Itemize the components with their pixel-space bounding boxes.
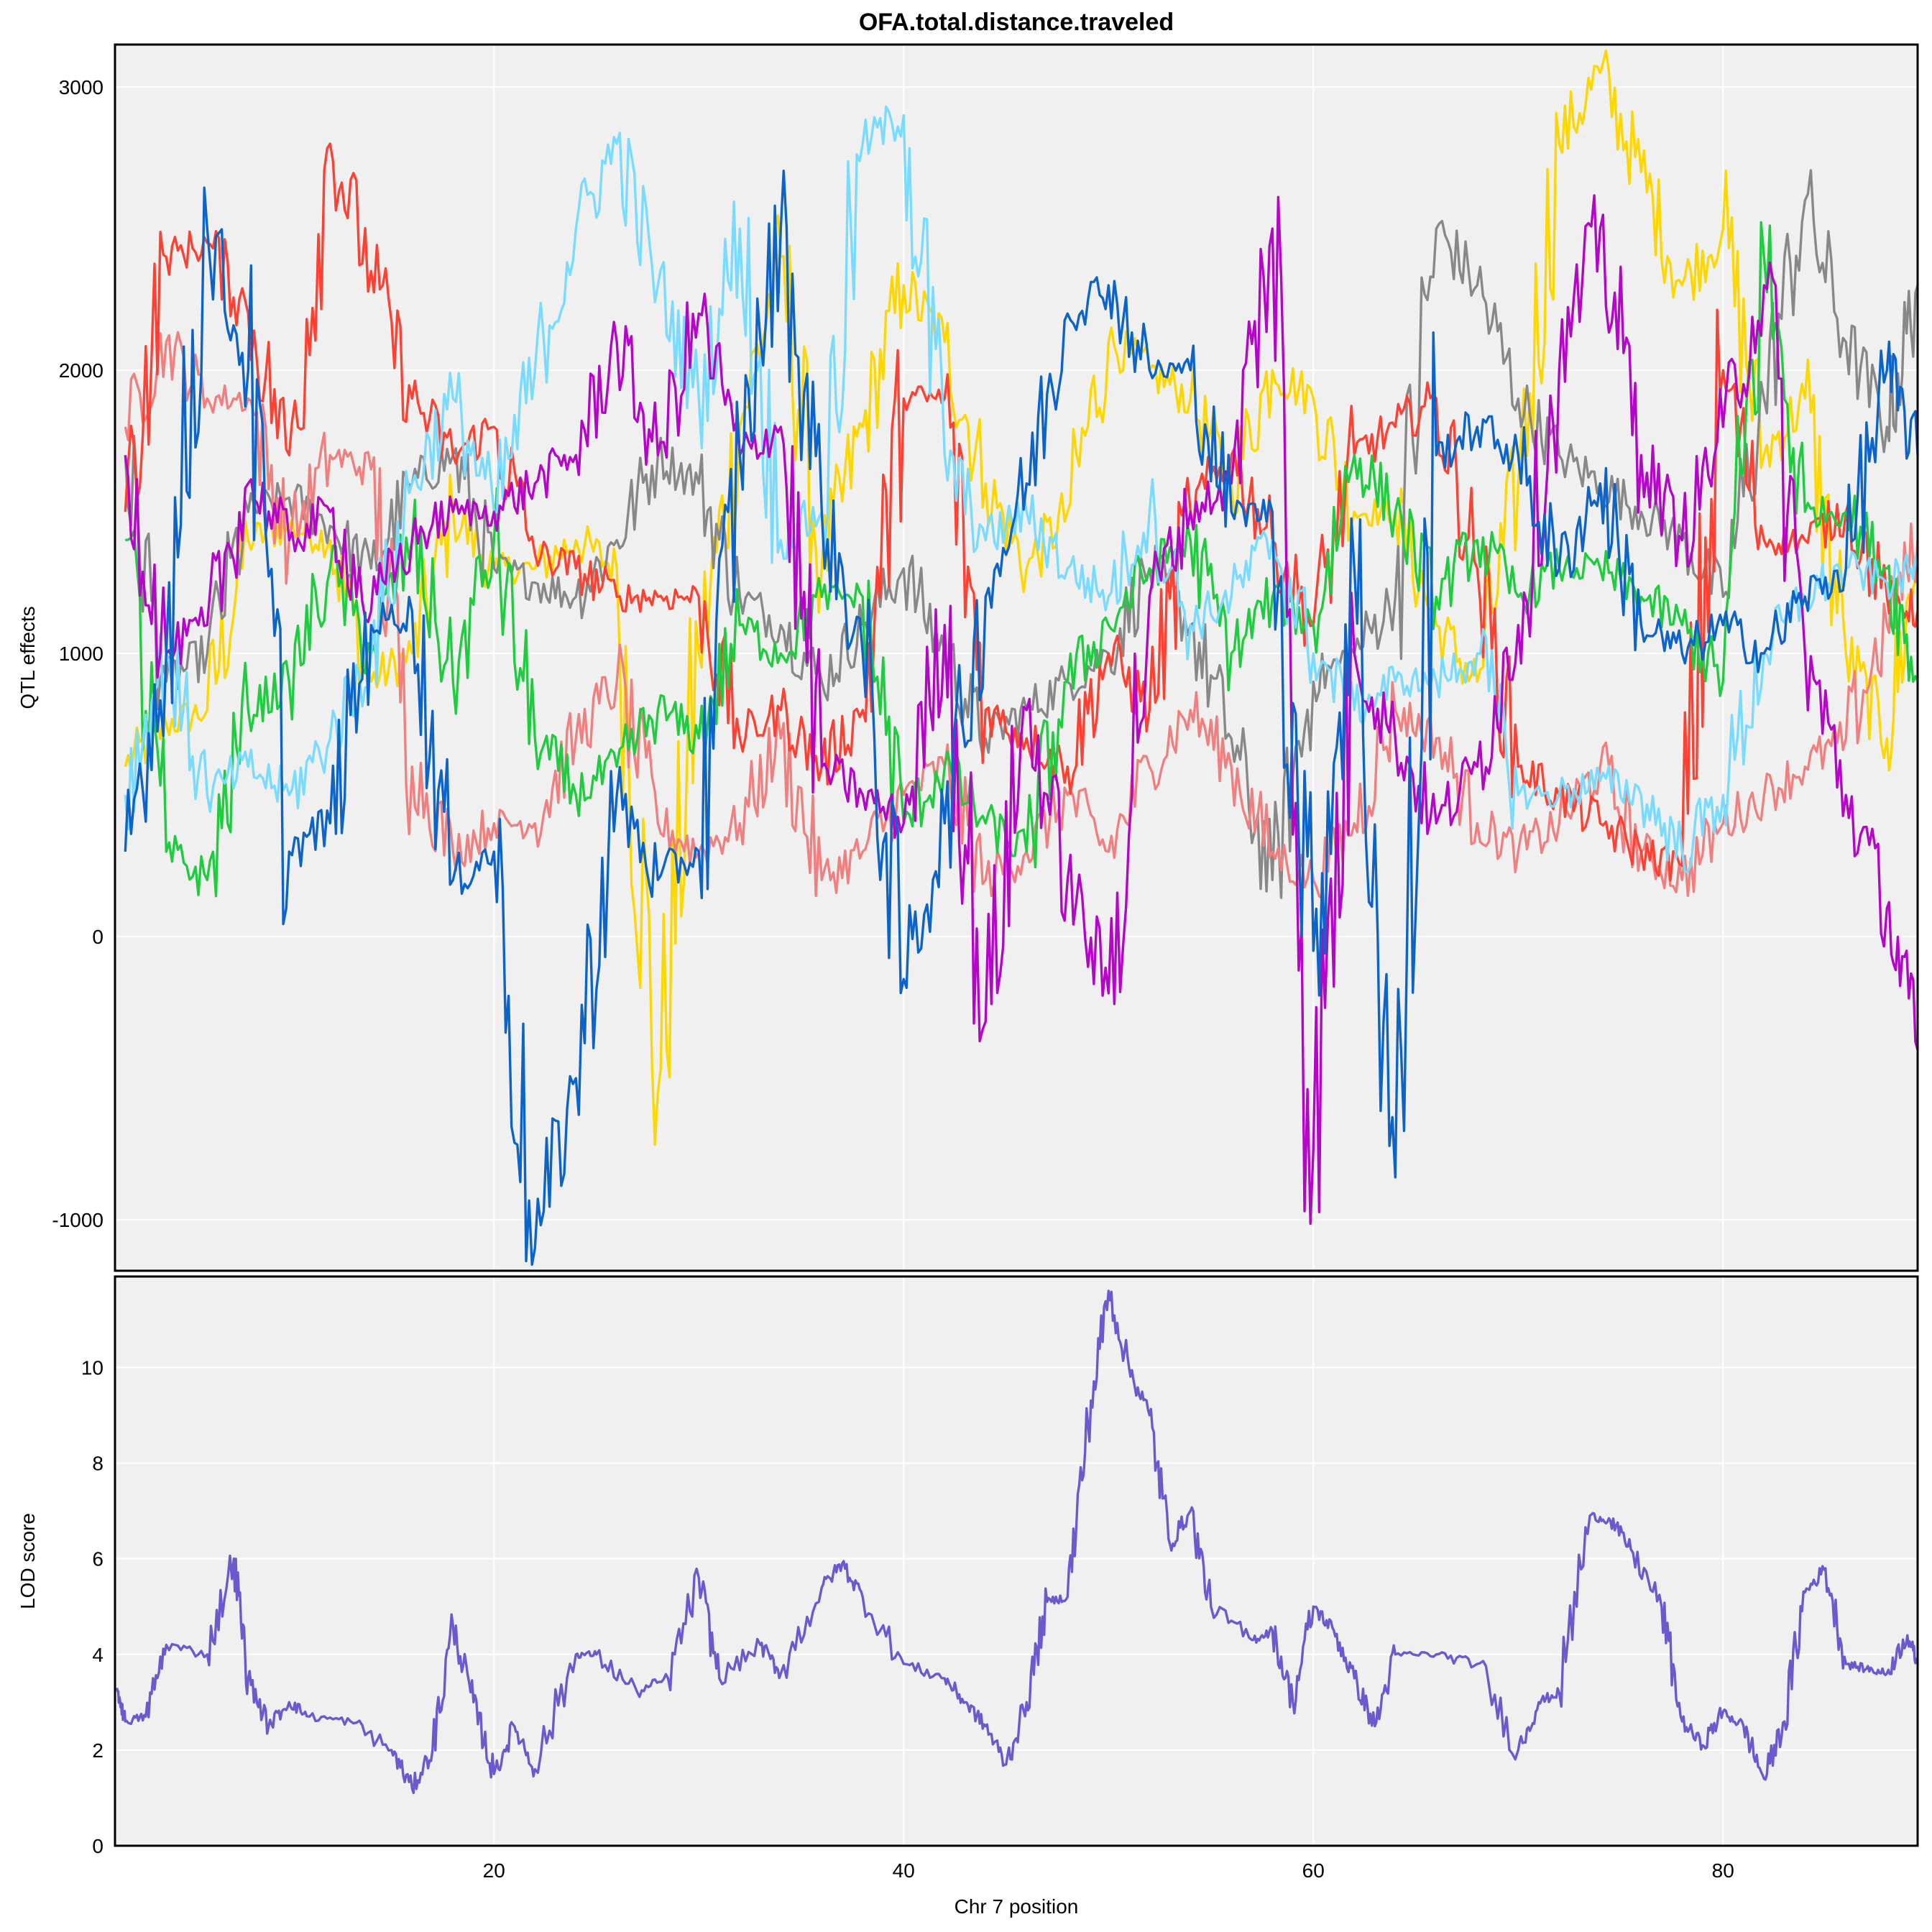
lod-y-tick-label: 2 [92,1739,104,1762]
effects-series-line-4 [124,142,1919,882]
x-tick-label: 80 [1712,1859,1734,1882]
effects-y-tick-label: -1000 [52,1209,104,1231]
lod-y-tick-label: 0 [92,1835,104,1857]
effects-y-tick-label: 2000 [59,359,104,382]
effects-y-axis-label: QTL effects [17,606,39,709]
effects-series-line-7 [124,194,1919,1225]
lod-y-tick-label: 4 [92,1644,104,1666]
effects-series-line-6 [124,105,1919,873]
x-ticks: 20 40 60 80 [483,1859,1734,1882]
effects-panel: -1000 0 1000 2000 3000 QTL effects [17,43,1919,1272]
effects-series-line-1 [124,49,1919,1146]
lod-panel-background [115,1276,1918,1846]
lod-panel: 0 2 4 6 8 10 20 40 60 80 LOD score Chr 7 positio… [17,1275,1919,1918]
effects-panel-frame [114,43,1919,1272]
lod-y-tick-label: 8 [92,1453,104,1475]
x-axis-label: Chr 7 position [954,1895,1079,1918]
lod-series-line-1 [116,1289,1919,1795]
effects-gridlines [115,45,1918,1271]
effects-y-tick-label: 1000 [59,643,104,665]
effects-series-line-5 [125,221,1919,898]
x-tick-label: 20 [483,1859,505,1882]
lod-y-tick-label: 10 [81,1356,104,1379]
lod-y-tick-label: 6 [92,1548,104,1570]
chart-title: OFA.total.distance.traveled [859,9,1174,36]
effects-y-tick-label: 3000 [59,76,104,98]
lod-y-axis-label: LOD score [17,1513,39,1609]
lod-y-ticks: 0 2 4 6 8 10 [81,1356,104,1857]
lod-series-group [116,1289,1919,1795]
effects-series-line-8 [124,170,1919,1266]
x-tick-label: 60 [1302,1859,1325,1882]
effects-series-group [124,49,1919,1266]
effects-y-tick-label: 0 [92,926,104,948]
effects-y-ticks: -1000 0 1000 2000 3000 [52,76,104,1231]
lod-panel-frame [114,1275,1919,1847]
x-tick-label: 40 [893,1859,915,1882]
effects-panel-background [115,45,1918,1271]
